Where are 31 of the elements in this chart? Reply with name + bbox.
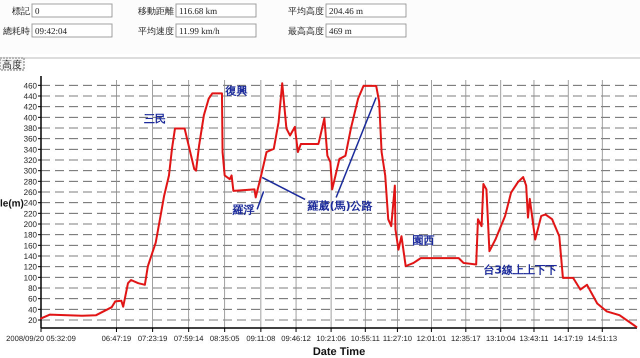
y-tick-label: 320 bbox=[24, 156, 38, 165]
y-tick-label: 20 bbox=[28, 316, 38, 325]
annotation: 羅浮 bbox=[232, 203, 255, 216]
y-tick-label: 100 bbox=[24, 273, 38, 282]
y-tick-label: 40 bbox=[28, 305, 38, 314]
y-tick-label: 140 bbox=[24, 252, 38, 261]
y-tick-label: 160 bbox=[24, 241, 38, 250]
y-tick-label: 80 bbox=[28, 284, 38, 293]
ui-panel: 標記 0 移動距離 116.68 km 平均高度 204.46 m 總耗時 09:42:04 平均速度 11.99 km/h 最高高度 469 m 高度 bbox=[0, 0, 640, 71]
y-tick-label: 420 bbox=[24, 102, 38, 112]
y-tick-label: 200 bbox=[24, 220, 38, 229]
y-tick-label: 120 bbox=[24, 262, 38, 272]
y-tick-label: 380 bbox=[24, 124, 38, 133]
x-axis-title: Date Time bbox=[312, 346, 366, 358]
annotation: 羅葳(馬)公路 bbox=[306, 199, 373, 212]
y-tick-label: 440 bbox=[24, 92, 38, 101]
annotation: 園西 bbox=[412, 234, 435, 248]
y-tick-label: 260 bbox=[24, 188, 38, 197]
y-axis-title: le(m) bbox=[0, 198, 24, 210]
y-tick-label: 220 bbox=[24, 209, 38, 218]
y-tick-label: 340 bbox=[24, 145, 38, 154]
annotation: 台3線上上下下 bbox=[483, 264, 557, 277]
y-tick-label: 240 bbox=[24, 198, 38, 208]
y-tick-label: 460 bbox=[24, 81, 38, 90]
y-tick-label: 300 bbox=[24, 166, 38, 176]
y-tick-label: 280 bbox=[24, 177, 38, 186]
y-tick-label: 60 bbox=[28, 294, 38, 304]
annotation: 復興 bbox=[224, 84, 248, 98]
y-tick-label: 400 bbox=[24, 113, 38, 122]
y-tick-label: 360 bbox=[24, 134, 38, 144]
y-tick-label: 180 bbox=[24, 230, 38, 240]
